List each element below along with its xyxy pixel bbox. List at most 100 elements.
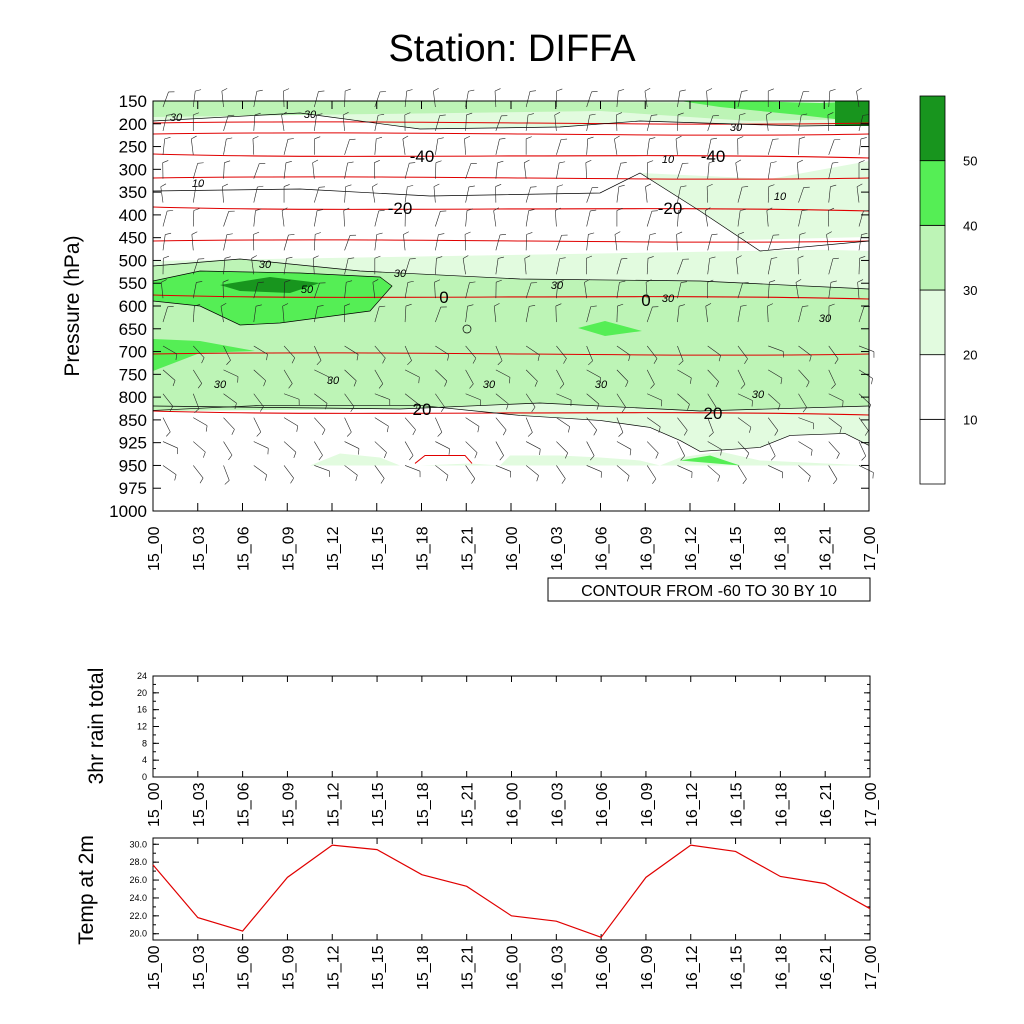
x-tick-label: 16_12	[683, 526, 700, 571]
wind-barb-flag	[169, 406, 174, 412]
wind-barb	[827, 114, 830, 131]
wind-barb	[435, 369, 448, 382]
wind-barb-flag	[345, 184, 352, 187]
colorbar-segment	[919, 289, 946, 356]
wind-barb-flag	[736, 255, 742, 259]
wind-barb-flag	[735, 159, 742, 164]
rain-x-tick-label: 15_21	[460, 782, 477, 827]
wind-barb-flag	[493, 207, 500, 211]
wind-barb-flag	[768, 184, 775, 187]
wind-barb-flag	[407, 185, 414, 188]
wind-barb	[644, 91, 648, 108]
wind-barb	[223, 115, 229, 131]
wind-barb-flag	[467, 304, 474, 307]
wind-barb-flag	[201, 357, 205, 364]
wind-barb	[768, 465, 783, 473]
wind-barb	[222, 186, 224, 203]
wind-barb	[404, 282, 409, 299]
wind-barb-flag	[224, 160, 231, 163]
wind-barb	[646, 234, 651, 251]
wind-barb	[193, 441, 206, 453]
rain-x-tick-label: 16_06	[594, 782, 611, 827]
wind-barb-flag	[529, 90, 536, 92]
wind-barb-flag	[771, 257, 778, 259]
wind-barb-flag	[494, 88, 501, 92]
wind-barb	[344, 282, 347, 299]
wind-barb	[525, 114, 529, 131]
wind-barb-flag	[255, 304, 262, 307]
wind-barb-flag	[405, 303, 412, 307]
wind-barb-flag	[712, 407, 717, 413]
wind-barb	[193, 345, 205, 358]
wind-barb	[798, 138, 800, 155]
wind-contour-label: 30	[170, 112, 183, 124]
wind-barb	[465, 393, 481, 401]
shade-40-50-top	[680, 101, 869, 123]
wind-barb	[586, 393, 600, 405]
wind-barb	[314, 369, 329, 378]
wind-barb-flag	[528, 209, 535, 211]
x-tick-label: 15_15	[370, 526, 387, 571]
wind-barb	[403, 234, 406, 251]
wind-barb	[192, 393, 200, 409]
wind-barb-flag	[687, 404, 690, 411]
wind-contour-label: 30	[730, 122, 743, 134]
wind-barb-flag	[356, 354, 359, 361]
wind-barb-flag	[797, 255, 804, 259]
wind-barb-flag	[563, 358, 567, 364]
wind-barb-flag	[344, 303, 350, 307]
wind-barb	[283, 139, 289, 155]
wind-barb	[704, 210, 708, 227]
wind-barb	[707, 441, 722, 450]
wind-barb-flag	[861, 455, 866, 461]
wind-barb-flag	[345, 88, 351, 92]
colorbar-segment	[919, 95, 946, 162]
wind-barb	[586, 234, 589, 251]
wind-barb-flag	[810, 449, 813, 456]
wind-barb	[434, 282, 436, 299]
wind-barb	[283, 369, 293, 384]
wind-barb-flag	[161, 279, 167, 283]
wind-barb	[707, 258, 710, 275]
wind-barb-flag	[195, 185, 202, 188]
wind-barb-flag	[284, 279, 291, 283]
wind-barb-flag	[195, 89, 202, 92]
colorbar-label: 50	[963, 154, 977, 169]
x-tick-label: 16_09	[638, 526, 655, 571]
wind-barb-flag	[807, 476, 811, 482]
wind-barb-flag	[568, 426, 570, 433]
wind-barb	[737, 91, 742, 108]
wind-barb-flag	[593, 429, 597, 436]
wind-barb	[314, 187, 320, 203]
wind-barb	[798, 234, 801, 251]
wind-barb-flag	[524, 255, 531, 259]
wind-barb	[192, 282, 197, 299]
wind-barb	[343, 210, 345, 227]
temp-x-tick-label: 15_21	[460, 945, 477, 990]
wind-barb	[191, 234, 194, 251]
wind-barb-flag	[740, 304, 747, 307]
wind-barb-flag	[614, 231, 621, 235]
x-tick-label: 16_21	[817, 526, 834, 571]
wind-barb-flag	[172, 380, 176, 387]
wind-barb	[525, 91, 531, 108]
wind-barb-flag	[415, 403, 418, 410]
temp-x-tick-label: 16_15	[729, 945, 746, 990]
x-tick-label: 17_00	[862, 526, 879, 571]
wind-barb-flag	[527, 432, 533, 437]
wind-barb-flag	[557, 184, 564, 187]
wind-barb-flag	[618, 184, 625, 187]
rain-x-tick-label: 16_12	[684, 782, 701, 827]
wind-barb-flag	[856, 87, 862, 92]
wind-barb-flag	[160, 183, 167, 188]
wind-barb	[707, 369, 719, 382]
wind-barb	[283, 258, 287, 275]
rain-x-tick-label: 15_18	[415, 782, 432, 827]
temp-x-tick-label: 16_06	[594, 945, 611, 990]
wind-barb-flag	[226, 360, 231, 365]
shade-40-50-d	[680, 455, 740, 466]
wind-barb	[253, 417, 262, 433]
wind-barb	[372, 282, 376, 299]
wind-barb	[767, 306, 769, 323]
wind-barb-flag	[163, 255, 170, 259]
